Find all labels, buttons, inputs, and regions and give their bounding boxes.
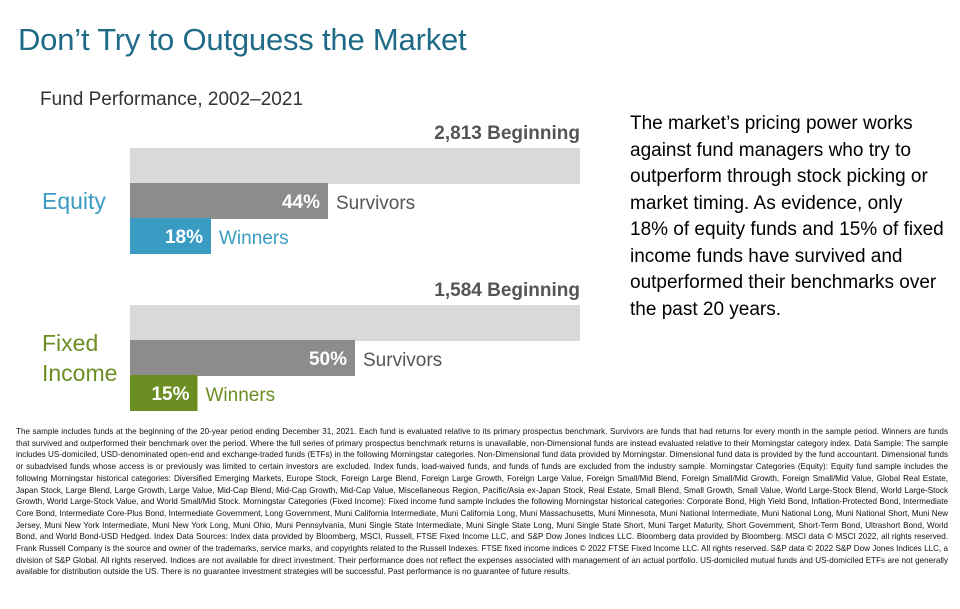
beginning-bar: [130, 305, 580, 341]
fund-performance-chart: 2,813 Beginning 44% Survivors 18% Winners Equ…: [42, 123, 580, 411]
winners-value-label: 18%: [165, 227, 203, 248]
winners-bar: [130, 218, 211, 254]
category-label: Fixed: [42, 330, 98, 356]
winners-label: Winners: [206, 385, 276, 406]
survivors-value-label: 44%: [282, 192, 320, 213]
winners-label: Winners: [219, 228, 289, 249]
beginning-label: 2,813 Beginning: [434, 123, 580, 144]
category-label: Income: [42, 360, 117, 386]
survivors-bar: [130, 340, 355, 376]
survivors-label: Survivors: [363, 350, 442, 371]
explanation-text: The market’s pricing power works against…: [630, 113, 944, 320]
survivors-bar: [130, 183, 328, 219]
beginning-bar: [130, 148, 580, 184]
category-label: Equity: [42, 188, 106, 214]
winners-value-label: 15%: [151, 384, 189, 405]
survivors-value-label: 50%: [309, 349, 347, 370]
page-title: Don’t Try to Outguess the Market: [18, 22, 467, 57]
winners-bar: [130, 375, 198, 411]
survivors-label: Survivors: [336, 193, 415, 214]
beginning-label: 1,584 Beginning: [434, 280, 580, 301]
disclosure-footnote: The sample includes funds at the beginni…: [16, 427, 948, 577]
chart-subtitle: Fund Performance, 2002–2021: [40, 89, 304, 110]
